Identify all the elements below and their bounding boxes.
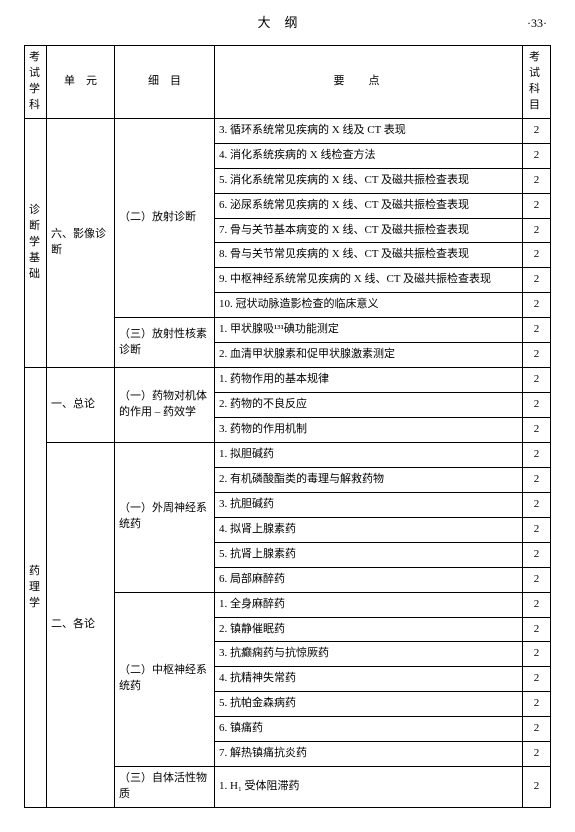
point-cell: 2. 血清甲状腺素和促甲状腺激素测定 xyxy=(215,343,523,368)
point-cell: 1. 药物作用的基本规律 xyxy=(215,368,523,393)
page-header: 大纲 ·33· xyxy=(24,12,551,31)
num-cell: 2 xyxy=(523,318,551,343)
num-cell: 2 xyxy=(523,293,551,318)
col-point: 要点 xyxy=(215,46,523,119)
point-cell: 4. 拟肾上腺素药 xyxy=(215,517,523,542)
detail-cell: （二）中枢神经系统药 xyxy=(115,592,215,767)
col-subject: 考试学科 xyxy=(25,46,47,119)
point-cell: 10. 冠状动脉造影检查的临床意义 xyxy=(215,293,523,318)
num-cell: 2 xyxy=(523,393,551,418)
num-cell: 2 xyxy=(523,418,551,443)
num-cell: 2 xyxy=(523,542,551,567)
point-cell: 4. 抗精神失常药 xyxy=(215,667,523,692)
num-cell: 2 xyxy=(523,368,551,393)
detail-cell: （三）自体活性物质 xyxy=(115,767,215,808)
point-cell: 6. 局部麻醉药 xyxy=(215,567,523,592)
num-cell: 2 xyxy=(523,492,551,517)
unit-cell: 六、影像诊断 xyxy=(47,118,115,367)
num-cell: 2 xyxy=(523,667,551,692)
detail-cell: （二）放射诊断 xyxy=(115,118,215,318)
point-cell: 5. 抗帕金森病药 xyxy=(215,692,523,717)
point-cell: 3. 抗胆碱药 xyxy=(215,492,523,517)
table-row: 诊断学基础六、影像诊断（二）放射诊断3. 循环系统常见疾病的 X 线及 CT 表… xyxy=(25,118,551,143)
point-cell: 2. 镇静催眠药 xyxy=(215,617,523,642)
point-cell: 8. 骨与关节常见疾病的 X 线、CT 及磁共振检查表现 xyxy=(215,243,523,268)
num-cell: 2 xyxy=(523,442,551,467)
table-row: 二、各论（一）外周神经系统药1. 拟胆碱药2 xyxy=(25,442,551,467)
num-cell: 2 xyxy=(523,218,551,243)
point-cell: 6. 泌尿系统常见疾病的 X 线、CT 及磁共振检查表现 xyxy=(215,193,523,218)
point-cell: 6. 镇痛药 xyxy=(215,717,523,742)
point-cell: 3. 抗癫痫药与抗惊厥药 xyxy=(215,642,523,667)
point-cell: 3. 循环系统常见疾病的 X 线及 CT 表现 xyxy=(215,118,523,143)
point-cell: 7. 解热镇痛抗炎药 xyxy=(215,742,523,767)
num-cell: 2 xyxy=(523,193,551,218)
num-cell: 2 xyxy=(523,467,551,492)
table-row: 药理学一、总论（一）药物对机体的作用 – 药效学1. 药物作用的基本规律2 xyxy=(25,368,551,393)
num-cell: 2 xyxy=(523,143,551,168)
num-cell: 2 xyxy=(523,717,551,742)
num-cell: 2 xyxy=(523,343,551,368)
col-unit: 单 元 xyxy=(47,46,115,119)
subject-cell: 诊断学基础 xyxy=(25,118,47,367)
num-cell: 2 xyxy=(523,118,551,143)
point-cell: 2. 药物的不良反应 xyxy=(215,393,523,418)
point-cell: 1. 拟胆碱药 xyxy=(215,442,523,467)
table-body: 诊断学基础六、影像诊断（二）放射诊断3. 循环系统常见疾病的 X 线及 CT 表… xyxy=(25,118,551,807)
header-title: 大纲 xyxy=(28,12,527,31)
point-cell: 1. 全身麻醉药 xyxy=(215,592,523,617)
num-cell: 2 xyxy=(523,592,551,617)
point-cell: 1. H₁ 受体阻滞药 xyxy=(215,767,523,808)
unit-cell: 一、总论 xyxy=(47,368,115,443)
syllabus-table: 考试学科 单 元 细 目 要点 考试科目 诊断学基础六、影像诊断（二）放射诊断3… xyxy=(24,45,551,808)
point-cell: 1. 甲状腺吸¹³¹碘功能测定 xyxy=(215,318,523,343)
unit-cell: 二、各论 xyxy=(47,442,115,807)
num-cell: 2 xyxy=(523,268,551,293)
detail-cell: （一）外周神经系统药 xyxy=(115,442,215,592)
point-cell: 3. 药物的作用机制 xyxy=(215,418,523,443)
point-cell: 7. 骨与关节基本病变的 X 线、CT 及磁共振检查表现 xyxy=(215,218,523,243)
detail-cell: （三）放射性核素诊断 xyxy=(115,318,215,368)
num-cell: 2 xyxy=(523,692,551,717)
col-num: 考试科目 xyxy=(523,46,551,119)
num-cell: 2 xyxy=(523,517,551,542)
header-page-number: ·33· xyxy=(527,16,547,31)
num-cell: 2 xyxy=(523,168,551,193)
subject-cell: 药理学 xyxy=(25,368,47,808)
point-cell: 2. 有机磷酸酯类的毒理与解救药物 xyxy=(215,467,523,492)
num-cell: 2 xyxy=(523,243,551,268)
num-cell: 2 xyxy=(523,767,551,808)
point-cell: 4. 消化系统疾病的 X 线检查方法 xyxy=(215,143,523,168)
col-detail: 细 目 xyxy=(115,46,215,119)
point-cell: 5. 抗肾上腺素药 xyxy=(215,542,523,567)
num-cell: 2 xyxy=(523,567,551,592)
point-cell: 9. 中枢神经系统常见疾病的 X 线、CT 及磁共振检查表现 xyxy=(215,268,523,293)
num-cell: 2 xyxy=(523,642,551,667)
num-cell: 2 xyxy=(523,742,551,767)
table-header-row: 考试学科 单 元 细 目 要点 考试科目 xyxy=(25,46,551,119)
num-cell: 2 xyxy=(523,617,551,642)
detail-cell: （一）药物对机体的作用 – 药效学 xyxy=(115,368,215,443)
point-cell: 5. 消化系统常见疾病的 X 线、CT 及磁共振检查表现 xyxy=(215,168,523,193)
